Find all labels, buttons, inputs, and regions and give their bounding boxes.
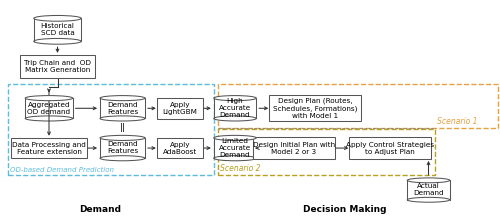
Text: Design Initial Plan with
Model 2 or 3: Design Initial Plan with Model 2 or 3	[253, 142, 335, 154]
FancyBboxPatch shape	[100, 138, 145, 158]
Ellipse shape	[25, 116, 73, 121]
Ellipse shape	[214, 135, 256, 141]
Text: Apply
AdaBoost: Apply AdaBoost	[163, 142, 197, 154]
Text: High
Accurate
Demand: High Accurate Demand	[219, 98, 251, 118]
Text: Trip Chain and  OD
Matrix Generation: Trip Chain and OD Matrix Generation	[24, 60, 91, 73]
Text: Design Plan (Routes,
Schedules, Formations)
with Model 1: Design Plan (Routes, Schedules, Formatio…	[273, 98, 357, 119]
FancyBboxPatch shape	[11, 138, 88, 158]
FancyBboxPatch shape	[214, 138, 256, 158]
Text: Limited
Accurate
Demand: Limited Accurate Demand	[219, 138, 251, 158]
Text: Aggregated
OD demand: Aggregated OD demand	[28, 101, 70, 114]
Ellipse shape	[214, 95, 256, 101]
Text: Scenario 1: Scenario 1	[437, 117, 478, 126]
Text: Historical
SCD data: Historical SCD data	[40, 23, 74, 36]
Text: Demand
Features: Demand Features	[107, 141, 138, 154]
Text: Demand: Demand	[79, 206, 121, 214]
Ellipse shape	[100, 156, 145, 161]
FancyBboxPatch shape	[25, 98, 73, 118]
Ellipse shape	[34, 15, 81, 21]
Text: Apply Control Strategies
to Adjust Plan: Apply Control Strategies to Adjust Plan	[346, 142, 434, 154]
Text: Scenario 2: Scenario 2	[220, 164, 260, 173]
Ellipse shape	[100, 135, 145, 141]
FancyBboxPatch shape	[34, 18, 81, 41]
FancyBboxPatch shape	[349, 137, 431, 159]
Text: ||: ||	[120, 123, 126, 132]
FancyBboxPatch shape	[269, 95, 361, 121]
FancyBboxPatch shape	[407, 180, 450, 200]
FancyBboxPatch shape	[253, 137, 335, 159]
FancyBboxPatch shape	[20, 55, 94, 78]
FancyBboxPatch shape	[214, 98, 256, 118]
Ellipse shape	[214, 116, 256, 121]
FancyBboxPatch shape	[100, 98, 145, 118]
Ellipse shape	[214, 156, 256, 161]
Ellipse shape	[100, 116, 145, 121]
FancyBboxPatch shape	[157, 138, 203, 158]
Ellipse shape	[25, 95, 73, 101]
Ellipse shape	[407, 197, 450, 202]
Text: Data Processing and
Feature extension: Data Processing and Feature extension	[12, 142, 86, 154]
Text: Demand
Features: Demand Features	[107, 101, 138, 114]
Text: Actual
Demand: Actual Demand	[413, 183, 444, 196]
Text: Decision Making: Decision Making	[303, 206, 387, 214]
Text: Apply
LightGBM: Apply LightGBM	[162, 102, 198, 115]
FancyBboxPatch shape	[157, 98, 203, 118]
Ellipse shape	[100, 95, 145, 101]
Ellipse shape	[407, 178, 450, 183]
Text: OD-based Demand Prediction: OD-based Demand Prediction	[10, 168, 114, 173]
Ellipse shape	[34, 38, 81, 44]
